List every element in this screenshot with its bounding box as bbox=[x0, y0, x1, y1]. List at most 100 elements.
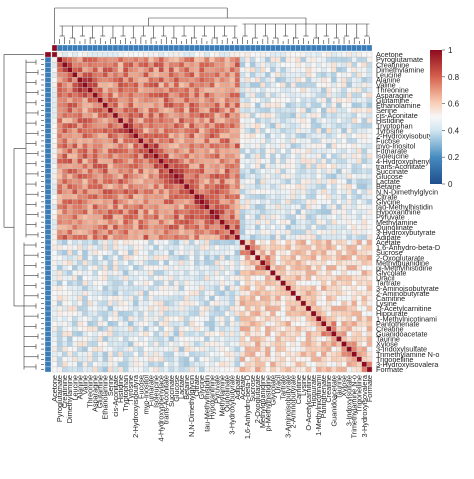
heatmap-cell bbox=[56, 67, 63, 73]
heatmap-cell bbox=[244, 290, 251, 297]
heatmap-cell bbox=[239, 219, 246, 225]
heatmap-cell bbox=[194, 61, 200, 68]
heatmap-cell bbox=[77, 290, 83, 297]
heatmap-cell bbox=[138, 51, 144, 58]
heatmap-cell bbox=[295, 321, 302, 327]
heatmap-cell bbox=[275, 321, 281, 327]
heatmap-cell bbox=[254, 346, 261, 352]
heatmap-cell bbox=[107, 138, 114, 144]
heatmap-cell bbox=[204, 341, 210, 347]
row-label: Histidine bbox=[376, 116, 404, 125]
heatmap-cell bbox=[199, 102, 205, 109]
heatmap-cell bbox=[153, 158, 159, 164]
heatmap-cell bbox=[204, 122, 210, 129]
heatmap-cell bbox=[336, 366, 342, 373]
heatmap-cell bbox=[326, 183, 332, 190]
heatmap-cell bbox=[315, 285, 322, 291]
heatmap-cell bbox=[97, 173, 103, 180]
heatmap-cell bbox=[183, 183, 190, 190]
row-annotation-cell bbox=[44, 270, 52, 276]
row-annotation-cell bbox=[44, 117, 52, 124]
heatmap-cell bbox=[305, 356, 312, 363]
heatmap-cell bbox=[112, 229, 119, 236]
heatmap-cell bbox=[275, 295, 281, 302]
heatmap-cell bbox=[336, 244, 342, 251]
heatmap-cell bbox=[209, 219, 215, 225]
heatmap-cell bbox=[133, 285, 139, 291]
heatmap-cell bbox=[341, 331, 347, 337]
heatmap-cell bbox=[188, 97, 195, 103]
heatmap-cell bbox=[331, 265, 337, 271]
heatmap-cell bbox=[229, 183, 236, 190]
heatmap-cell bbox=[275, 326, 281, 332]
heatmap-cell bbox=[148, 67, 154, 73]
heatmap-cell bbox=[148, 310, 154, 317]
heatmap-cell bbox=[315, 163, 322, 170]
heatmap-cell bbox=[194, 321, 200, 327]
heatmap-cell bbox=[82, 346, 88, 352]
heatmap-cell bbox=[239, 107, 246, 114]
heatmap-cell bbox=[87, 209, 93, 215]
heatmap-cell bbox=[97, 168, 103, 175]
heatmap-cell bbox=[366, 51, 373, 58]
heatmap-cell bbox=[310, 249, 317, 256]
column-label: Glutamine bbox=[96, 375, 105, 408]
heatmap-cell bbox=[229, 321, 236, 327]
heatmap-cell bbox=[158, 321, 164, 327]
heatmap-cell bbox=[82, 77, 88, 83]
heatmap-cell bbox=[315, 178, 322, 185]
heatmap-cell bbox=[67, 214, 73, 220]
heatmap-cell bbox=[260, 305, 266, 312]
heatmap-cell bbox=[194, 249, 200, 256]
heatmap-cell bbox=[194, 265, 200, 271]
heatmap-cell bbox=[92, 209, 98, 215]
heatmap-cell bbox=[153, 214, 159, 220]
colorbar-tick-label: 0.8 bbox=[448, 73, 460, 82]
heatmap-cell bbox=[321, 295, 327, 302]
row-annotation-cell bbox=[44, 112, 52, 119]
heatmap-cell bbox=[163, 224, 170, 230]
heatmap-cell bbox=[331, 321, 337, 327]
heatmap-cell bbox=[331, 183, 337, 190]
heatmap-cell bbox=[51, 290, 58, 297]
heatmap-cell bbox=[239, 117, 246, 124]
heatmap-cell bbox=[209, 82, 215, 88]
heatmap-cell bbox=[56, 244, 63, 251]
heatmap-cell bbox=[209, 295, 215, 302]
heatmap-cell bbox=[300, 290, 307, 297]
heatmap-cell bbox=[158, 61, 164, 68]
heatmap-cell bbox=[92, 178, 98, 185]
heatmap-cell bbox=[128, 92, 134, 98]
column-label: Tryptophan bbox=[121, 375, 130, 412]
heatmap-cell bbox=[265, 199, 271, 205]
heatmap-cell bbox=[224, 72, 230, 78]
heatmap-cell bbox=[265, 341, 271, 347]
heatmap-cell bbox=[321, 249, 327, 256]
heatmap-cell bbox=[270, 183, 276, 190]
heatmap-cell bbox=[204, 163, 210, 170]
heatmap-cell bbox=[331, 244, 337, 251]
row-annotation-cell bbox=[44, 229, 52, 236]
heatmap-cell bbox=[117, 310, 124, 317]
heatmap-cell bbox=[305, 224, 312, 230]
heatmap-cell bbox=[102, 346, 109, 352]
heatmap-cell bbox=[224, 234, 230, 241]
heatmap-cell bbox=[102, 224, 109, 230]
heatmap-cell bbox=[67, 219, 73, 225]
heatmap-cell bbox=[138, 138, 144, 144]
heatmap-cell bbox=[122, 153, 129, 159]
heatmap-cell bbox=[260, 331, 266, 337]
column-annotation-cell bbox=[128, 44, 134, 52]
column-annotation-cell bbox=[244, 44, 251, 52]
heatmap-cell bbox=[128, 143, 134, 149]
heatmap-cell bbox=[77, 173, 83, 180]
heatmap-cell bbox=[310, 244, 317, 251]
heatmap-cell bbox=[133, 239, 139, 246]
heatmap-cell bbox=[148, 72, 154, 78]
row-label: cis-Aconitate bbox=[376, 111, 418, 120]
heatmap-cell bbox=[194, 67, 200, 73]
heatmap-cell bbox=[229, 315, 236, 322]
heatmap-cell bbox=[351, 158, 357, 164]
heatmap-cell bbox=[77, 61, 83, 68]
